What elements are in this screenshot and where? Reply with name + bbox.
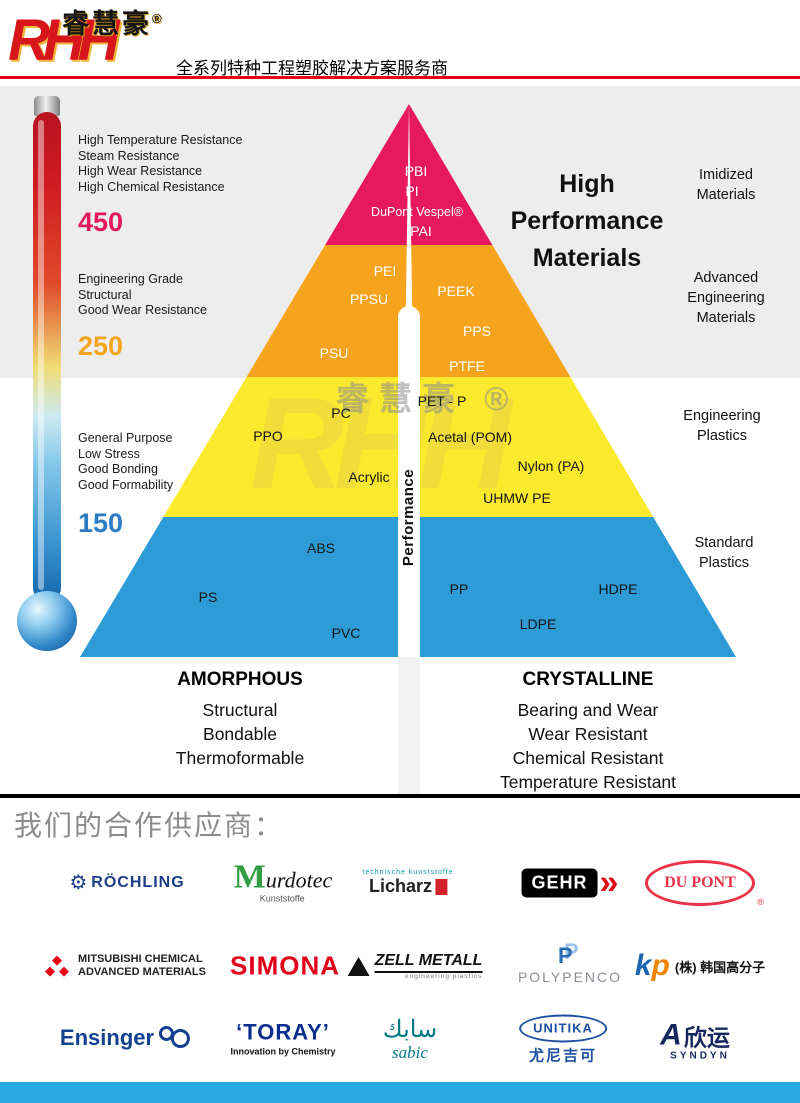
scale-value-150: 150 bbox=[78, 508, 124, 538]
logo-dupont: DU PONT ® bbox=[645, 860, 764, 907]
category-amorphous-list: Structural Bondable Thermoformable bbox=[175, 700, 305, 768]
gehr-arrows-icon: » bbox=[599, 863, 619, 902]
scale-value-450: 450 bbox=[78, 207, 124, 237]
logo-simona: SIMONA bbox=[230, 950, 340, 981]
category-crystalline-list: Bearing and Wear Wear Resistant Chemical… bbox=[499, 700, 677, 792]
material-pbi: PBI bbox=[404, 163, 428, 179]
material-acetal: Acetal (POM) bbox=[427, 429, 513, 445]
material-vespel: DuPont Vespel® bbox=[371, 205, 463, 219]
performance-arrow-shaft-icon bbox=[398, 306, 420, 657]
sabic-arabic-wordmark: سابك bbox=[382, 1015, 438, 1043]
watermark-chinese: 睿慧豪 ® bbox=[336, 380, 519, 417]
three-diamonds-icon: ◆ ◆ ◆ bbox=[45, 952, 70, 978]
category-crystalline-title: CRYSTALLINE bbox=[522, 669, 654, 690]
performance-arrow-tail bbox=[398, 657, 420, 794]
thermometer-cap-icon bbox=[34, 96, 60, 116]
scale-value-250: 250 bbox=[78, 331, 124, 361]
material-pvc: PVC bbox=[331, 625, 361, 641]
material-ps: PS bbox=[198, 589, 218, 605]
category-amorphous-title: AMORPHOUS bbox=[177, 669, 303, 690]
material-ptfe: PTFE bbox=[449, 358, 485, 374]
stacked-p-icon: P P bbox=[557, 939, 579, 968]
dupont-oval-icon: DU PONT ® bbox=[645, 860, 764, 907]
label-engineering-plastics: Engineering Plastics bbox=[683, 408, 761, 444]
logo-kp-korea-polymer: k p (株) 韩国高分子 bbox=[634, 949, 766, 982]
material-nylon: Nylon (PA) bbox=[517, 458, 585, 474]
logo-gehr: GEHR » bbox=[521, 863, 619, 902]
syndyn-a-icon: A bbox=[660, 1018, 682, 1052]
material-ldpe: LDPE bbox=[519, 616, 557, 632]
scale-note-general: General Purpose Low Stress Good Bonding … bbox=[78, 431, 174, 492]
unitika-oval-icon: UNITIKA bbox=[519, 1014, 607, 1043]
material-pi: PI bbox=[405, 183, 419, 199]
performance-arrow-tip-icon bbox=[405, 104, 413, 310]
material-petp: PET - P bbox=[417, 393, 467, 409]
registered-mark: ® bbox=[152, 11, 162, 26]
material-psu: PSU bbox=[319, 345, 349, 361]
logo-zell-metall: ZELL METALL engineering plastics bbox=[347, 952, 483, 980]
brand-logo: RHH 睿慧豪® bbox=[6, 2, 178, 78]
thermometer-tube-icon bbox=[33, 112, 61, 602]
logo-unitika: UNITIKA 尤尼吉可 bbox=[519, 1014, 607, 1066]
material-uhmwpe: UHMW PE bbox=[483, 490, 551, 506]
licharz-red-mark-icon bbox=[435, 878, 448, 895]
logo-ensinger: Ensinger bbox=[60, 1025, 191, 1051]
section-divider bbox=[0, 794, 800, 798]
label-standard-plastics: Standard Plastics bbox=[694, 535, 754, 571]
headline-high-performance-materials: High Performance Materials bbox=[510, 170, 664, 272]
brand-logo-rhh: RHH bbox=[8, 8, 120, 73]
circle-icon bbox=[171, 1028, 191, 1048]
header-divider bbox=[0, 76, 800, 79]
material-pps: PPS bbox=[462, 323, 492, 339]
label-advanced-engineering-materials: Advanced Engineering Materials bbox=[687, 270, 765, 326]
scale-note-high-temp: High Temperature Resistance Steam Resist… bbox=[78, 133, 243, 194]
company-tagline: 全系列特种工程塑胶解决方案服务商 bbox=[176, 59, 448, 78]
logo-sabic: سابك sabic bbox=[382, 1015, 438, 1063]
logo-mitsubishi-chemical: ◆ ◆ ◆ MITSUBISHI CHEMICAL ADVANCED MATER… bbox=[45, 952, 206, 978]
logo-toray: ‘TORAY’ Innovation by Chemistry bbox=[230, 1019, 336, 1057]
label-imidized-materials: Imidized Materials bbox=[696, 167, 756, 203]
bottom-bar bbox=[0, 1082, 800, 1103]
brand-name-chinese: 睿慧豪® bbox=[62, 9, 162, 39]
logo-syndyn: A 欣运 SYNDYN bbox=[660, 1018, 730, 1062]
triangle-icon bbox=[347, 956, 370, 976]
registered-mark: ® bbox=[757, 897, 764, 907]
suppliers-heading: 我们的合作供应商： bbox=[14, 810, 285, 841]
scale-note-engineering: Engineering Grade Structural Good Wear R… bbox=[78, 272, 207, 317]
material-peek: PEEK bbox=[437, 283, 475, 299]
thermometer-bulb-icon bbox=[17, 591, 77, 651]
material-hdpe: HDPE bbox=[598, 581, 638, 597]
material-abs: ABS bbox=[306, 540, 336, 556]
logo-rochling: ⚙ RÖCHLING bbox=[69, 872, 185, 894]
material-pc: PC bbox=[331, 405, 351, 421]
material-ppsu: PPSU bbox=[349, 291, 389, 307]
logo-licharz: technische kunststoffe Licharz bbox=[362, 869, 454, 896]
material-pei: PEI bbox=[373, 263, 397, 279]
material-ppo: PPO bbox=[253, 428, 283, 444]
gear-icon: ⚙ bbox=[69, 872, 88, 894]
material-pai: PAI bbox=[410, 223, 432, 239]
logo-polypenco: P P POLYPENCO bbox=[517, 939, 623, 986]
watermark-rhh: RHH bbox=[250, 370, 512, 516]
material-acrylic: Acrylic bbox=[348, 469, 390, 485]
performance-axis-label: Performance bbox=[400, 468, 418, 567]
material-pp: PP bbox=[449, 581, 469, 597]
logo-murdotec: M urdotec Kunststoffe bbox=[233, 858, 333, 904]
